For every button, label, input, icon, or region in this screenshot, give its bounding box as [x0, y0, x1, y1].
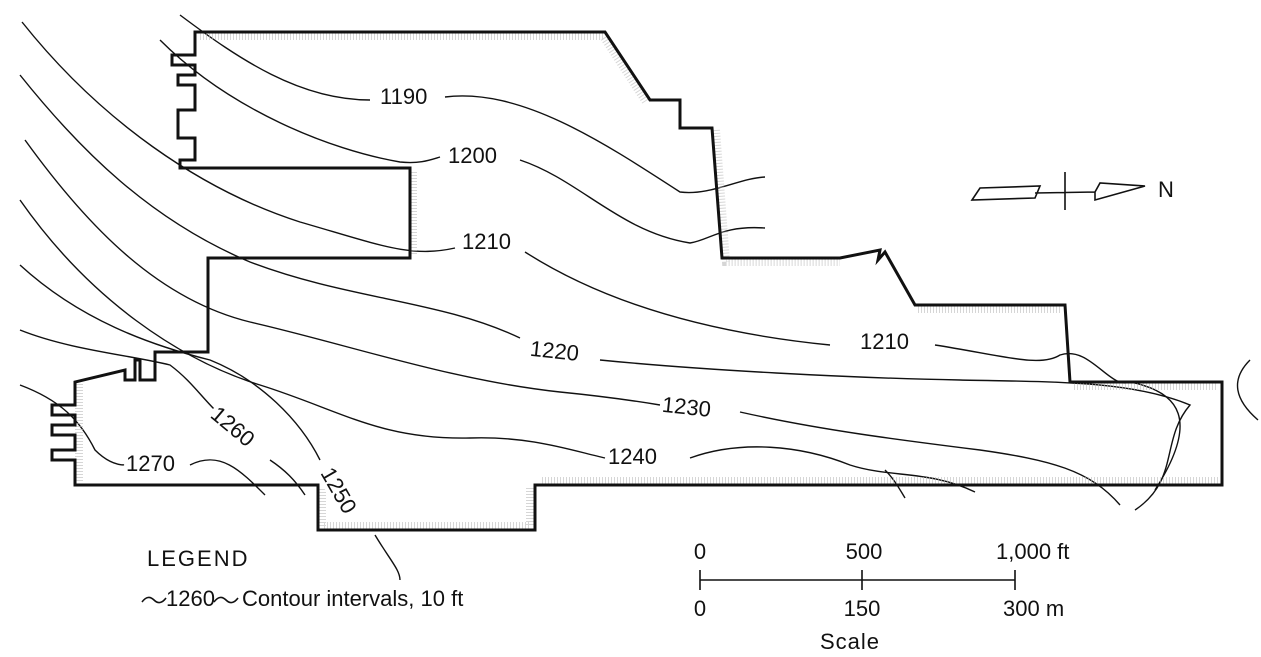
- outline-shading: [75, 32, 1218, 530]
- contour-label: 1200: [448, 143, 497, 168]
- contour-label: 1250: [316, 463, 362, 518]
- contour-label: 1230: [661, 392, 712, 422]
- contour-line: [21, 21, 1181, 491]
- scale-label: 300 m: [1003, 596, 1064, 621]
- contour-line: [19, 384, 266, 496]
- scale-bar: 0 500 1,000 ft 0 150 300 m Scale: [694, 539, 1070, 654]
- contour-label: 1270: [126, 451, 175, 476]
- contour-label: 1210: [860, 329, 909, 354]
- scale-label: 1,000 ft: [996, 539, 1069, 564]
- legend: LEGEND 1260 Contour intervals, 10 ft: [141, 546, 463, 611]
- contour-line: [24, 139, 1121, 506]
- legend-sample: 1260: [166, 586, 215, 611]
- contour-line: [19, 74, 1192, 511]
- contour-lines: [19, 14, 1259, 581]
- contour-line: [1236, 359, 1259, 421]
- scale-label: 150: [844, 596, 881, 621]
- north-arrow: N: [970, 172, 1174, 210]
- contour-line: [19, 199, 976, 493]
- contour-label: 1220: [529, 336, 580, 366]
- scale-label: 0: [694, 539, 706, 564]
- contour-label: 1210: [462, 229, 511, 254]
- legend-title: LEGEND: [147, 546, 249, 571]
- north-label: N: [1158, 177, 1174, 202]
- scale-label: 500: [846, 539, 883, 564]
- scale-label: 0: [694, 596, 706, 621]
- scale-title: Scale: [820, 629, 880, 654]
- contour-label: 1240: [608, 444, 657, 469]
- legend-text: Contour intervals, 10 ft: [242, 586, 463, 611]
- contour-labels: 1190 1200 1210 1210 1220 1230 1240 1250 …: [122, 80, 913, 522]
- contour-line: [159, 39, 766, 244]
- contour-label: 1190: [380, 84, 427, 109]
- contour-line: [19, 329, 306, 496]
- contour-line: [19, 264, 401, 581]
- site-boundary: [50, 30, 1224, 532]
